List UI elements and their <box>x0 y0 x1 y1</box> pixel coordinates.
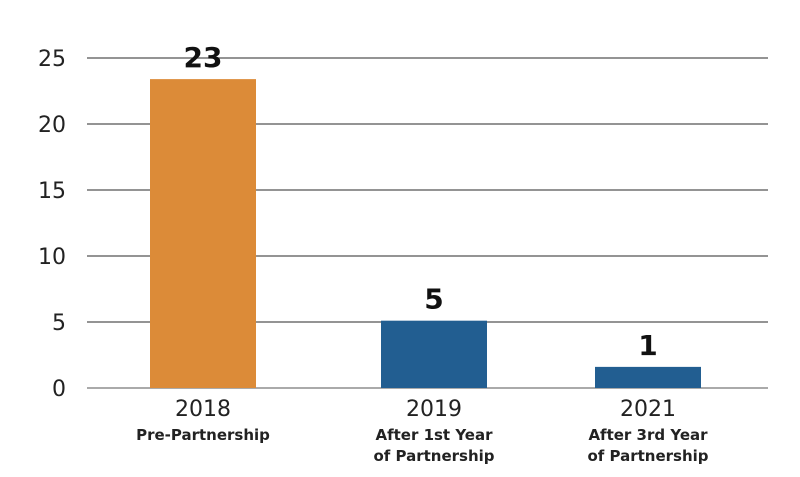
x-tick-sublabel: of Partnership <box>373 447 494 465</box>
bar-2018 <box>150 79 256 389</box>
bars <box>150 79 701 389</box>
data-label-2018: 23 <box>184 41 223 74</box>
data-labels: 23 5 1 <box>184 41 658 362</box>
y-tick-label: 15 <box>38 179 66 204</box>
x-tick-sublabel: After 1st Year <box>375 426 493 444</box>
y-axis-ticks: 0 5 10 15 20 25 <box>38 47 66 402</box>
y-tick-label: 25 <box>38 47 66 72</box>
y-tick-label: 0 <box>52 377 66 402</box>
x-tick-label: 2018 <box>175 397 231 422</box>
x-tick-sublabel: After 3rd Year <box>588 426 708 444</box>
y-tick-label: 10 <box>38 245 66 270</box>
x-tick-sublabel: Pre-Partnership <box>136 426 270 444</box>
y-tick-label: 20 <box>38 113 66 138</box>
x-tick-label: 2021 <box>620 397 676 422</box>
x-tick-sublabel: of Partnership <box>587 447 708 465</box>
bar-2021 <box>595 366 701 388</box>
y-tick-label: 5 <box>52 311 66 336</box>
x-tick-label: 2019 <box>406 397 462 422</box>
data-label-2021: 1 <box>638 329 657 362</box>
data-label-2019: 5 <box>424 283 443 316</box>
bar-2019 <box>381 320 487 388</box>
x-axis-categories: 2018 Pre-Partnership 2019 After 1st Year of … <box>136 397 709 465</box>
